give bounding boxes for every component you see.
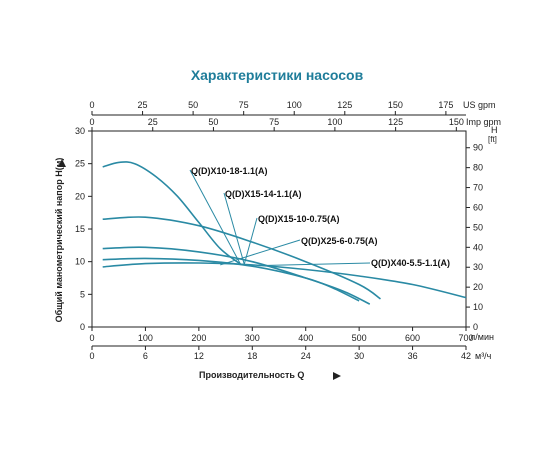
x-m3h-tick-label: 6	[143, 351, 148, 361]
x-m3h-tick-label: 36	[408, 351, 418, 361]
x-m3h-tick-label: 18	[247, 351, 257, 361]
y-axis-title: Общий манометрический напор H(м)	[54, 158, 64, 323]
x-impgpm-tick-label: 75	[269, 117, 279, 127]
x-impgpm-tick-label: 125	[388, 117, 403, 127]
x-lmin-tick-label: 300	[245, 333, 260, 343]
y-right-tick-label: 90	[473, 143, 483, 153]
x-m3h-tick-label: 24	[301, 351, 311, 361]
series-line-3	[102, 246, 371, 305]
leader-line-4	[220, 239, 301, 266]
y-left-tick-label: 30	[75, 126, 85, 136]
x-lmin-tick-label: 700	[458, 333, 473, 343]
y-right-unit: H	[491, 125, 498, 135]
leader-line-1	[189, 169, 241, 265]
x-usgpm-tick-label: 125	[337, 100, 352, 110]
x-top-usgpm-unit: US gpm	[463, 100, 496, 110]
y-axis-arrow-icon	[58, 159, 66, 167]
x-lmin-tick-label: 0	[89, 333, 94, 343]
y-right-tick-label: 40	[473, 242, 483, 252]
series-label-x25-6: Q(D)X25-6-0.75(A)	[301, 236, 378, 246]
x-lmin-tick-label: 400	[298, 333, 313, 343]
y-left-tick-label: 20	[75, 191, 85, 201]
x-usgpm-tick-label: 25	[138, 100, 148, 110]
leader-line-5	[257, 262, 371, 267]
x-m3h-tick-label: 0	[89, 351, 94, 361]
x-usgpm-tick-label: 75	[239, 100, 249, 110]
y-left-tick-label: 10	[75, 257, 85, 267]
x-impgpm-tick-label: 25	[148, 117, 158, 127]
series-line-4	[102, 257, 360, 302]
y-right-tick-label: 10	[473, 302, 483, 312]
chart-title: Характеристики насосов	[191, 67, 364, 83]
series-line-5	[102, 262, 467, 299]
x-usgpm-tick-label: 175	[438, 100, 453, 110]
series-line-1	[102, 161, 243, 266]
plot-frame	[91, 130, 467, 328]
y-right-tick-label: 60	[473, 202, 483, 212]
y-left-tick-label: 25	[75, 159, 85, 169]
y-right-tick-label: 50	[473, 222, 483, 232]
x-usgpm-tick-label: 100	[287, 100, 302, 110]
x-impgpm-tick-label: 100	[327, 117, 342, 127]
x-usgpm-tick-label: 50	[188, 100, 198, 110]
x-axis-arrow-icon	[333, 372, 341, 380]
x-bottom-lmin-unit: л/мин	[470, 332, 494, 342]
leader-line-2	[223, 192, 245, 265]
y-left-tick-label: 15	[75, 224, 85, 234]
series-label-x15-10: Q(D)X15-10-0.75(A)	[258, 214, 340, 224]
x-lmin-tick-label: 100	[138, 333, 153, 343]
x-lmin-tick-label: 500	[352, 333, 367, 343]
x-m3h-tick-label: 42	[461, 351, 471, 361]
x-lmin-tick-label: 200	[191, 333, 206, 343]
x-usgpm-tick-label: 150	[388, 100, 403, 110]
leader-layer	[189, 169, 371, 267]
y-left-tick-label: 5	[80, 289, 85, 299]
x-impgpm-tick-label: 150	[449, 117, 464, 127]
y-right-tick-label: 70	[473, 183, 483, 193]
y-right-tick-label: 0	[473, 322, 478, 332]
x-axis-title: Производительность Q	[199, 370, 304, 380]
y-right-tick-label: 30	[473, 262, 483, 272]
y-right-tick-label: 20	[473, 282, 483, 292]
y-right-subunit: [ft]	[488, 135, 497, 144]
x-impgpm-tick-label: 0	[89, 117, 94, 127]
series-label-x10-18: Q(D)X10-18-1.1(A)	[191, 166, 268, 176]
y-left-tick-label: 0	[80, 322, 85, 332]
series-label-x15-14: Q(D)X15-14-1.1(A)	[225, 189, 302, 199]
series-layer	[102, 161, 467, 305]
x-impgpm-tick-label: 50	[208, 117, 218, 127]
x-top-impgpm-unit: Imp gpm	[466, 117, 501, 127]
x-m3h-tick-label: 12	[194, 351, 204, 361]
series-line-2	[102, 216, 381, 300]
x-m3h-tick-label: 30	[354, 351, 364, 361]
x-lmin-tick-label: 600	[405, 333, 420, 343]
y-right-tick-label: 80	[473, 163, 483, 173]
series-label-x40-5.5: Q(D)X40-5.5-1.1(A)	[371, 258, 450, 268]
x-usgpm-tick-label: 0	[89, 100, 94, 110]
x-bottom-m3h-unit: м³/ч	[475, 351, 492, 361]
